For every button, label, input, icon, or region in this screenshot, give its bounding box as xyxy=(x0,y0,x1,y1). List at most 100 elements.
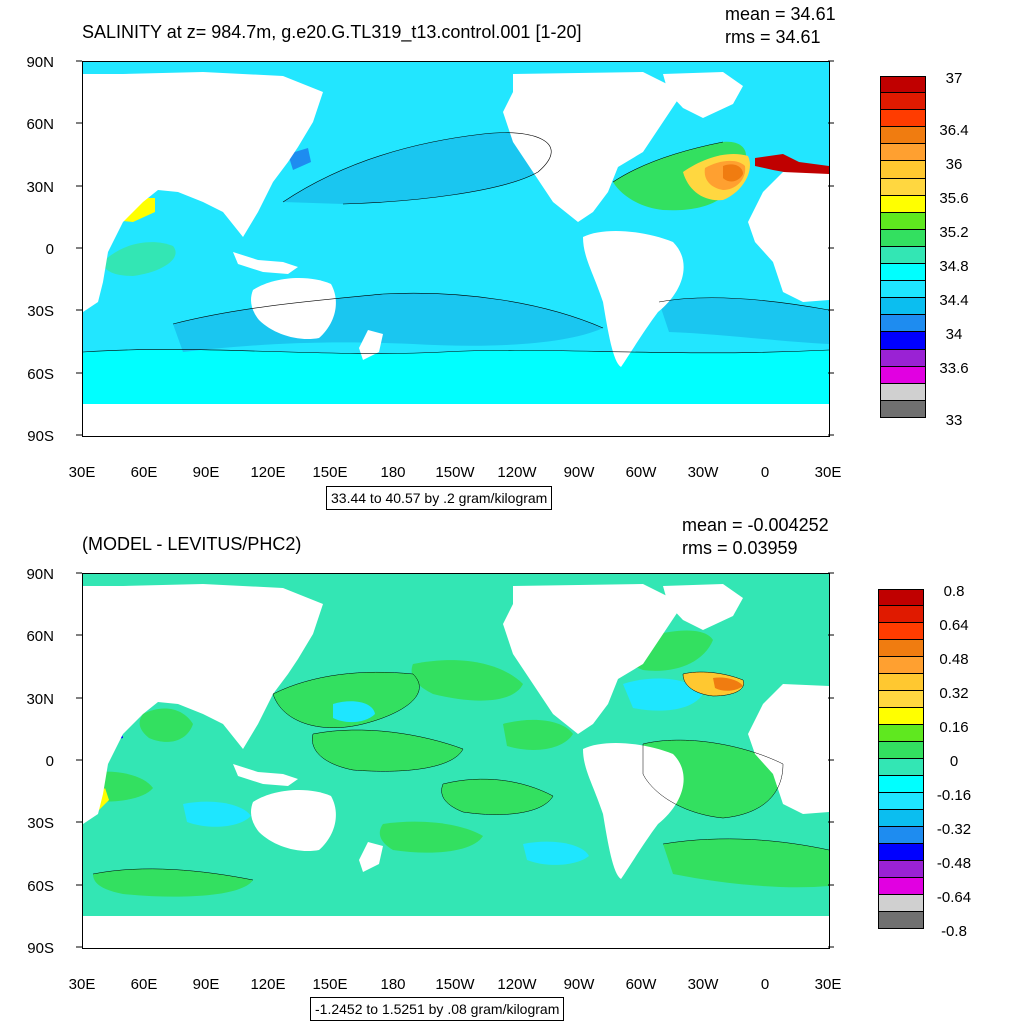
colorbar-segment xyxy=(880,298,926,316)
colorbar-label: 0.32 xyxy=(939,685,969,702)
lat-label: 90S xyxy=(27,940,54,957)
lat-label: 90N xyxy=(26,54,54,71)
colorbar-label: 0 xyxy=(949,753,959,770)
colorbar-label: 33.6 xyxy=(939,360,969,377)
lat-label: 30S xyxy=(27,303,54,320)
lon-label: 0 xyxy=(760,464,770,481)
lon-label: 90W xyxy=(563,464,595,481)
colorbar-label: 37 xyxy=(945,70,963,87)
lon-label: 90W xyxy=(563,976,595,993)
colorbar-segment xyxy=(880,315,926,333)
mediterranean-outflow-3 xyxy=(723,164,743,182)
colorbar xyxy=(878,589,924,929)
lon-label: 120W xyxy=(497,976,537,993)
lon-label: 180 xyxy=(380,464,406,481)
colorbar-segment xyxy=(878,810,924,827)
indian-band xyxy=(103,242,176,276)
lat-label: 60N xyxy=(26,116,54,133)
colorbar-segment xyxy=(880,127,926,145)
colorbar-label: 35.2 xyxy=(939,224,969,241)
colorbar-segment xyxy=(878,878,924,895)
lat-label: 0 xyxy=(45,241,54,258)
mean-stat: mean = -0.004252 xyxy=(682,515,829,535)
lon-label: 120W xyxy=(497,464,537,481)
lon-label: 60W xyxy=(625,976,657,993)
colorbar-segment xyxy=(878,759,924,776)
colorbar-segment xyxy=(878,742,924,759)
colorbar-segment xyxy=(878,657,924,674)
colorbar-segment xyxy=(880,195,926,213)
colorbar-label: -0.16 xyxy=(936,787,972,804)
colorbar-segment xyxy=(880,383,926,401)
panel-title: SALINITY at z= 984.7m, g.e20.G.TL319_t13… xyxy=(82,22,582,42)
negative-anomaly-patches xyxy=(183,678,703,865)
positive-anomaly-patches xyxy=(83,630,829,897)
rms-stat: rms = 0.03959 xyxy=(682,538,798,558)
colorbar-segment xyxy=(878,793,924,810)
colorbar-label: -0.48 xyxy=(936,855,972,872)
lat-label: 60S xyxy=(27,878,54,895)
lon-label: 120E xyxy=(250,464,286,481)
lon-label: 180 xyxy=(380,976,406,993)
lon-label: 30W xyxy=(687,976,719,993)
lon-label: 150E xyxy=(312,464,348,481)
colorbar-segment xyxy=(878,776,924,793)
map-frame xyxy=(82,573,830,949)
colorbar-label: 0.8 xyxy=(943,583,965,600)
colorbar-segment xyxy=(880,76,926,94)
lat-label: 90S xyxy=(27,428,54,445)
colorbar-label: 0.16 xyxy=(939,719,969,736)
colorbar-label: 34 xyxy=(945,326,963,343)
colorbar xyxy=(880,76,926,418)
colorbar-label: -0.8 xyxy=(941,923,967,940)
colorbar-segment xyxy=(880,366,926,384)
colorbar-segment xyxy=(880,161,926,179)
lon-label: 120E xyxy=(250,976,286,993)
colorbar-segment xyxy=(878,895,924,912)
lon-label: 90E xyxy=(192,976,220,993)
colorbar-segment xyxy=(880,178,926,196)
lat-label: 30S xyxy=(27,815,54,832)
colorbar-segment xyxy=(880,246,926,265)
map-frame xyxy=(82,61,830,437)
lat-label: 60S xyxy=(27,366,54,383)
colorbar-segment xyxy=(880,349,926,367)
colorbar-segment xyxy=(880,229,926,247)
lat-label: 0 xyxy=(45,753,54,770)
colorbar-segment xyxy=(878,674,924,691)
lon-label: 60E xyxy=(130,976,158,993)
lon-label: 30E xyxy=(814,464,842,481)
colorbar-segment xyxy=(878,640,924,657)
contour-lines xyxy=(83,132,829,354)
colorbar-label: 0.48 xyxy=(939,651,969,668)
lon-label: 30E xyxy=(68,976,96,993)
mean-stat: mean = 34.61 xyxy=(725,4,836,24)
colorbar-segment xyxy=(880,264,926,282)
lat-label: 60N xyxy=(26,628,54,645)
salinity-map xyxy=(83,62,829,436)
lon-label: 0 xyxy=(760,976,770,993)
contour-lines xyxy=(92,671,829,881)
lon-label: 90E xyxy=(192,464,220,481)
lon-label: 30W xyxy=(687,464,719,481)
colorbar-label: 36.4 xyxy=(939,122,969,139)
contour-info-box: 33.44 to 40.57 by .2 gram/kilogram xyxy=(326,486,553,510)
colorbar-label: 34.4 xyxy=(939,292,969,309)
colorbar-label: 33 xyxy=(945,412,963,429)
colorbar-label: 35.6 xyxy=(939,190,969,207)
colorbar-segment xyxy=(880,110,926,128)
colorbar-segment xyxy=(878,691,924,708)
colorbar-segment xyxy=(880,400,926,418)
panel-title: (MODEL - LEVITUS/PHC2) xyxy=(82,534,302,554)
lon-label: 150E xyxy=(312,976,348,993)
colorbar-label: 36 xyxy=(945,156,963,173)
mediterranean-core xyxy=(755,154,829,178)
colorbar-segment xyxy=(878,827,924,844)
colorbar-segment xyxy=(878,912,924,929)
colorbar-label: -0.64 xyxy=(936,889,972,906)
colorbar-segment xyxy=(880,212,926,230)
colorbar-segment xyxy=(878,589,924,606)
colorbar-segment xyxy=(878,861,924,878)
colorbar-segment xyxy=(880,93,926,111)
lon-label: 30E xyxy=(68,464,96,481)
